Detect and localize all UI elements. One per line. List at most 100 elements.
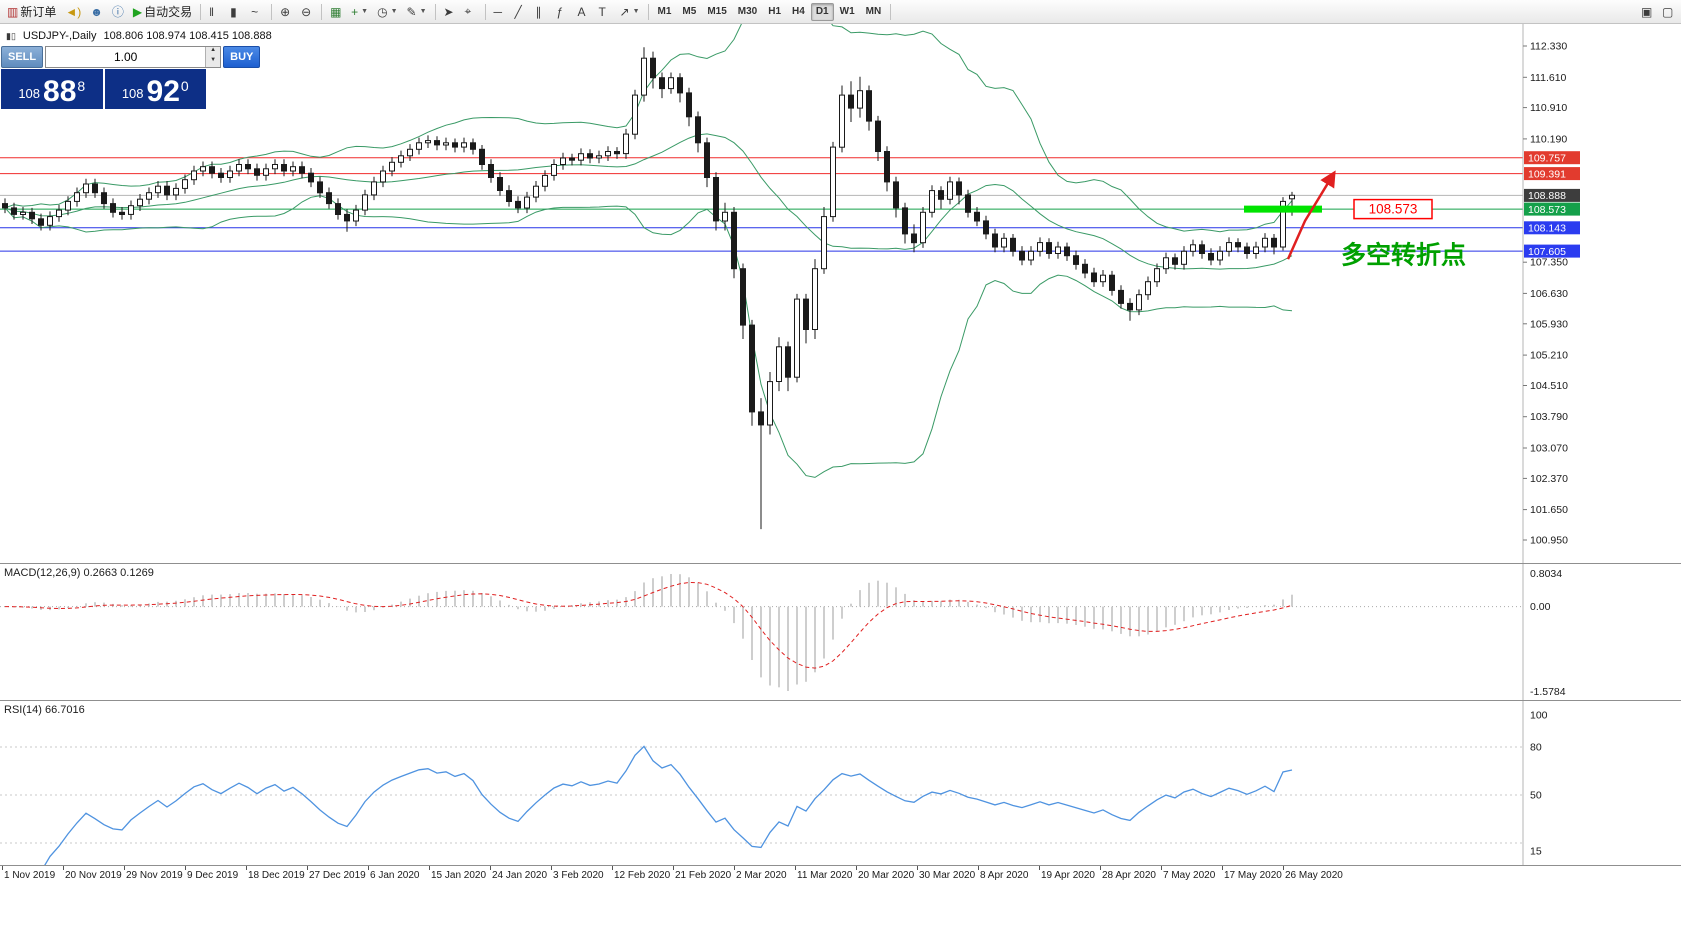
window-cascade-button[interactable]: ▣ [1637,2,1657,22]
price-tick-label: 105.930 [1530,318,1568,330]
buy-price-display[interactable]: 108 92 0 [104,69,206,109]
rsi-scale-label: 80 [1530,742,1542,754]
time-label: 26 May 2020 [1285,870,1343,881]
indicator-plus-icon: + [351,4,359,19]
rsi-panel[interactable]: RSI(14) 66.7016 100 80 50 15 [0,701,1681,865]
sell-price-display[interactable]: 108 88 8 [1,69,103,109]
sell-price-base: 108 [18,86,41,101]
chevron-down-icon: ▼ [419,8,427,15]
timeframe-h1-button[interactable]: H1 [763,3,786,21]
time-label: 9 Dec 2019 [187,870,239,881]
time-axis[interactable]: 1 Nov 2019 20 Nov 2019 29 Nov 2019 9 Dec 20… [0,865,1681,884]
buy-button[interactable]: BUY [223,46,261,68]
panel-separator[interactable] [0,563,1681,564]
fibonacci-tool-button[interactable]: ƒ [553,2,573,22]
window-tile-button[interactable]: ▢ [1658,2,1678,22]
hline-tool-button[interactable]: ─ [490,2,510,22]
rsi-scale-label: 15 [1530,846,1542,858]
timeframe-mn-button[interactable]: MN [861,3,887,21]
price-scale[interactable]: 112.330 111.610 110.910 110.190 107.350 106.6… [1523,41,1580,547]
price-tick-label: 111.610 [1530,72,1567,84]
time-label: 7 May 2020 [1163,870,1216,881]
autotrading-button[interactable]: ▶ 自动交易 [129,2,196,22]
indicators-button[interactable]: + ▼ [347,2,372,22]
volume-up-button[interactable]: ▲ [206,47,221,57]
toolbar-separator [200,3,202,20]
time-label: 21 Feb 2020 [675,870,732,881]
time-label: 29 Nov 2019 [126,870,183,881]
chart-candles-button[interactable]: ▮ [226,2,246,22]
timeframe-w1-button[interactable]: W1 [835,3,860,21]
time-tick [185,866,186,870]
toolbar-separator [890,3,892,20]
new-order-button[interactable]: ▥ 新订单 [3,2,60,22]
price-tag-label: 109.757 [1528,153,1566,165]
channel-tool-button[interactable]: ∥ [532,2,552,22]
crosshair-button[interactable]: ⌖ [461,2,481,22]
chart-line-button[interactable]: ~ [247,2,267,22]
cursor-button[interactable]: ➤ [440,2,460,22]
time-label: 20 Nov 2019 [65,870,122,881]
chart-window: 108.573 多空转折点 112.330 111.610 110.910 110.190… [0,24,1681,884]
time-label: 2 Mar 2020 [736,870,787,881]
up-arrow-annotation[interactable] [1286,170,1336,260]
alerts-button[interactable]: ◄) [61,2,85,22]
cn-annotation-text: 多空转折点 [1341,241,1466,270]
rsi-scale-label: 100 [1530,710,1548,722]
time-tick [734,866,735,870]
templates-button[interactable]: ✎ ▼ [403,2,431,22]
macd-panel[interactable]: MACD(12,26,9) 0.2663 0.1269 0.8034 0.00 -1.… [0,564,1681,700]
timeframe-m15-button[interactable]: M15 [702,3,731,21]
clock-icon: ◷ [377,4,388,19]
time-tick [917,866,918,870]
chart-bars-button[interactable]: ‖ [205,2,225,22]
price-tag [1524,221,1580,235]
main-chart[interactable]: 108.573 多空转折点 112.330 111.610 110.910 110.190… [0,24,1681,563]
time-label: 19 Apr 2020 [1041,870,1095,881]
person-icon: ☻ [90,4,103,19]
label-tool-button[interactable]: T [595,2,615,22]
tile-horizontal-icon: ▢ [1662,4,1674,19]
zoom-out-button[interactable]: ⊖ [297,2,317,22]
trendline-tool-button[interactable]: ╱ [511,2,531,22]
periods-button[interactable]: ◷ ▼ [373,2,401,22]
time-tick [2,866,3,870]
volume-down-button[interactable]: ▼ [206,57,221,67]
profile-button[interactable]: ☻ [86,2,107,22]
time-tick [429,866,430,870]
panel-separator[interactable] [0,700,1681,701]
time-tick [124,866,125,870]
macd-scale-label: 0.8034 [1530,568,1562,580]
sell-button[interactable]: SELL [1,46,44,68]
time-label: 18 Dec 2019 [248,870,305,881]
price-tag [1524,167,1580,181]
volume-input[interactable] [46,47,206,67]
sell-price-sup: 8 [77,78,86,94]
timeframe-h4-button[interactable]: H4 [787,3,810,21]
tile-windows-button[interactable]: ▦ [326,2,346,22]
rsi-label: RSI(14) 66.7016 [4,704,85,716]
text-icon: A [577,4,586,19]
timeframe-m5-button[interactable]: M5 [677,3,701,21]
chevron-down-icon: ▼ [361,8,369,15]
info-button[interactable]: ⓘ [108,2,128,22]
price-tick-label: 104.510 [1530,380,1568,392]
price-tag-label: 107.605 [1528,246,1566,258]
line-chart-icon: ~ [251,4,259,19]
tile-windows-icon: ▦ [330,4,342,19]
macd-label: MACD(12,26,9) 0.2663 0.1269 [4,567,154,579]
zoom-in-button[interactable]: ⊕ [276,2,296,22]
text-tool-button[interactable]: A [574,2,594,22]
template-icon: ✎ [406,4,417,19]
zoom-out-icon: ⊖ [301,4,312,19]
timeframe-m30-button[interactable]: M30 [733,3,762,21]
arrows-tool-button[interactable]: ↗ ▼ [616,2,644,22]
price-tick-label: 102.370 [1530,473,1568,485]
symbol-ohlc-values: 108.806 108.974 108.415 108.888 [103,30,272,42]
timeframe-m1-button[interactable]: M1 [653,3,677,21]
timeframe-d1-button[interactable]: D1 [810,2,834,21]
time-tick [1161,866,1162,870]
price-callout-box[interactable] [1353,198,1433,220]
time-tick [551,866,552,870]
time-tick [978,866,979,870]
